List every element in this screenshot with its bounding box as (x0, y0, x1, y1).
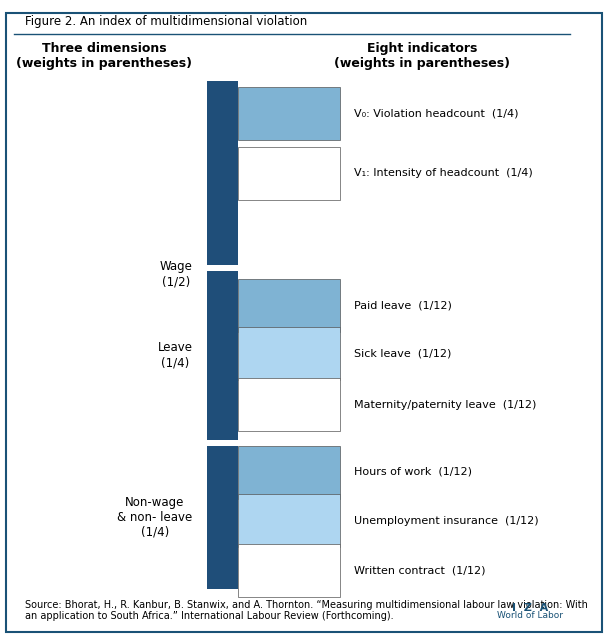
Bar (238, 327, 340, 380)
Bar (238, 446, 340, 499)
Text: Paid leave  (1/12): Paid leave (1/12) (354, 300, 452, 311)
Bar (238, 378, 340, 431)
Text: Unemployment insurance  (1/12): Unemployment insurance (1/12) (354, 516, 539, 526)
Text: Maternity/paternity leave  (1/12): Maternity/paternity leave (1/12) (354, 400, 537, 410)
Bar (238, 494, 340, 547)
Bar (207, 81, 238, 265)
Bar (238, 87, 340, 140)
Text: Source: Bhorat, H., R. Kanbur, B. Stanwix, and A. Thornton. “Measuring multidime: Source: Bhorat, H., R. Kanbur, B. Stanwi… (25, 600, 588, 621)
Text: I  Z  A: I Z A (513, 603, 548, 613)
Bar (207, 446, 238, 589)
Bar (238, 147, 340, 200)
Text: Eight indicators
(weights in parentheses): Eight indicators (weights in parentheses… (334, 42, 511, 70)
Text: Sick leave  (1/12): Sick leave (1/12) (354, 348, 452, 359)
Text: Figure 2. An index of multidimensional violation: Figure 2. An index of multidimensional v… (25, 15, 307, 27)
Text: V₀: Violation headcount  (1/4): V₀: Violation headcount (1/4) (354, 108, 519, 119)
Text: Wage
(1/2): Wage (1/2) (159, 260, 193, 288)
Bar (238, 544, 340, 597)
Text: Non-wage
& non- leave
(1/4): Non-wage & non- leave (1/4) (117, 496, 193, 539)
Bar (238, 279, 340, 332)
Text: Three dimensions
(weights in parentheses): Three dimensions (weights in parentheses… (16, 42, 193, 70)
Bar (207, 271, 238, 440)
Text: Leave
(1/4): Leave (1/4) (157, 341, 193, 369)
Text: Written contract  (1/12): Written contract (1/12) (354, 565, 486, 575)
Text: World of Labor: World of Labor (497, 611, 564, 621)
Text: Hours of work  (1/12): Hours of work (1/12) (354, 467, 472, 477)
Text: V₁: Intensity of headcount  (1/4): V₁: Intensity of headcount (1/4) (354, 168, 533, 178)
